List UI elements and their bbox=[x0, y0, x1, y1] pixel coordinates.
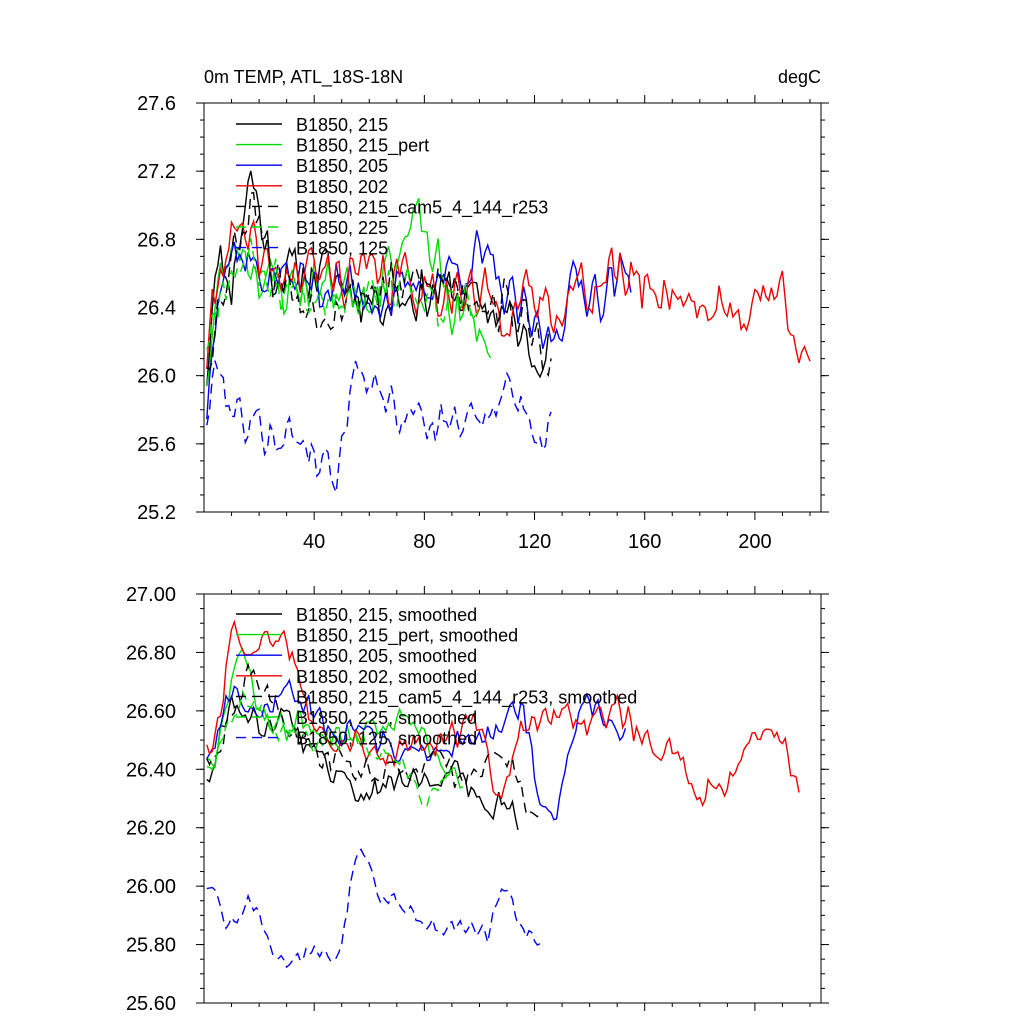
panel-bottom-ticks bbox=[196, 586, 829, 1011]
x-tick-label: 80 bbox=[413, 531, 435, 553]
panel-bottom-series bbox=[206, 619, 800, 969]
legend-label: B1850, 215_pert bbox=[296, 136, 429, 157]
panel-bottom-legend: B1850, 215, smoothed B1850, 215_pert, sm… bbox=[236, 605, 637, 749]
legend-label: B1850, 225, smoothed bbox=[296, 708, 477, 728]
y-tick-label: 26.4 bbox=[137, 298, 176, 320]
y-tick-label: 26.60 bbox=[126, 701, 176, 723]
legend-label: B1850, 202, smoothed bbox=[296, 667, 477, 687]
legend-label: B1850, 215_cam5_4_144_r253, smoothed bbox=[296, 687, 637, 708]
y-tick-label: 26.40 bbox=[126, 759, 176, 781]
y-tick-label: 25.2 bbox=[137, 502, 176, 524]
series-line-5 bbox=[206, 689, 453, 809]
panel-top-legend: B1850, 215 B1850, 215_pert B1850, 205 B1… bbox=[236, 115, 548, 259]
y-tick-label: 27.6 bbox=[137, 93, 176, 115]
y-tick-label: 26.20 bbox=[126, 818, 176, 840]
legend-label: B1850, 205 bbox=[296, 156, 388, 176]
y-tick-label: 27.2 bbox=[137, 161, 176, 183]
y-tick-label: 25.60 bbox=[126, 993, 176, 1015]
x-tick-label: 120 bbox=[518, 531, 551, 553]
legend-label: B1850, 215_cam5_4_144_r253 bbox=[296, 197, 548, 218]
x-tick-label: 200 bbox=[738, 531, 771, 553]
legend-label: B1850, 225 bbox=[296, 218, 388, 238]
panel-top-xtick-labels: 40 80 120 160 200 bbox=[303, 531, 772, 553]
y-tick-label: 27.00 bbox=[126, 584, 176, 606]
series-line-6 bbox=[206, 360, 552, 493]
legend-label: B1850, 202 bbox=[296, 177, 388, 197]
panel-top-units: degC bbox=[778, 67, 821, 87]
y-tick-label: 25.6 bbox=[137, 434, 176, 456]
panel-top-title: 0m TEMP, ATL_18S-18N bbox=[204, 67, 403, 88]
x-tick-label: 160 bbox=[628, 531, 661, 553]
y-tick-label: 26.8 bbox=[137, 229, 176, 251]
panel-top-series bbox=[206, 170, 811, 493]
legend-label: B1850, 125, smoothed bbox=[296, 729, 477, 749]
panel-top: 0m TEMP, ATL_18S-18N degC 25.2 25.6 26.0… bbox=[137, 67, 829, 553]
series-line-3 bbox=[206, 619, 800, 808]
y-tick-label: 25.80 bbox=[126, 935, 176, 957]
panel-top-ticks bbox=[196, 95, 829, 520]
series-line-0 bbox=[206, 170, 549, 386]
legend-label: B1850, 125 bbox=[296, 239, 388, 259]
series-line-4 bbox=[206, 662, 541, 818]
panel-bottom: 25.60 25.80 26.00 26.20 26.40 26.60 26.8… bbox=[126, 584, 829, 1015]
legend-label: B1850, 205, smoothed bbox=[296, 646, 477, 666]
y-tick-label: 26.00 bbox=[126, 876, 176, 898]
y-tick-label: 26.80 bbox=[126, 642, 176, 664]
legend-label: B1850, 215_pert, smoothed bbox=[296, 626, 518, 647]
y-tick-label: 26.0 bbox=[137, 366, 176, 388]
panel-bottom-ytick-labels: 25.60 25.80 26.00 26.20 26.40 26.60 26.8… bbox=[126, 584, 176, 1015]
legend-label: B1850, 215 bbox=[296, 115, 388, 135]
legend-label: B1850, 215, smoothed bbox=[296, 605, 477, 625]
x-tick-label: 40 bbox=[303, 531, 325, 553]
series-line-3 bbox=[206, 218, 811, 369]
series-line-2 bbox=[206, 230, 632, 420]
panel-top-ytick-labels: 25.2 25.6 26.0 26.4 26.8 27.2 27.6 bbox=[137, 93, 176, 524]
series-line-1 bbox=[206, 647, 464, 790]
